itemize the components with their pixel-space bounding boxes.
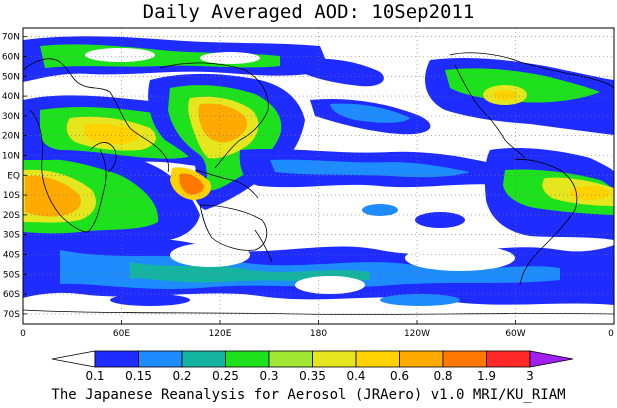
lat-label: 70S xyxy=(3,310,20,320)
lon-label: 0 xyxy=(20,329,26,339)
colorbar-label: 1.9 xyxy=(477,369,496,383)
colorbar-label: 0.25 xyxy=(212,369,239,383)
coastlines xyxy=(23,52,614,315)
lat-label: 30N xyxy=(2,112,20,122)
colorbar-label: 3 xyxy=(526,369,534,383)
lon-label: 60W xyxy=(505,329,525,339)
graticule xyxy=(23,28,614,324)
lat-label: 40N xyxy=(2,92,20,102)
colorbar-label: 0.6 xyxy=(390,369,409,383)
longitude-labels: 0 60E 120E 180 120W 60W 0 xyxy=(20,329,614,339)
colorbar-swatch xyxy=(51,350,96,368)
lon-label: 60E xyxy=(113,329,130,339)
colorbar-swatch xyxy=(486,350,531,368)
lat-label: 70N xyxy=(2,33,20,43)
lat-label: 50S xyxy=(3,270,20,280)
colorbar-label: 0.3 xyxy=(259,369,278,383)
lat-label: 40S xyxy=(3,251,20,261)
colorbar-swatch xyxy=(442,350,487,368)
lon-label: 180 xyxy=(310,329,327,339)
lat-label: 20S xyxy=(3,211,20,221)
colorbar-swatch xyxy=(94,350,139,368)
colorbar-label: 0.8 xyxy=(433,369,452,383)
colorbar-swatch xyxy=(355,350,400,368)
colorbar xyxy=(51,350,574,368)
lon-label: 120E xyxy=(209,329,232,339)
aod-field xyxy=(23,28,614,324)
colorbar-labels: 0.1 0.15 0.2 0.25 0.3 0.35 0.4 0.6 0.8 1.9 3 xyxy=(85,369,533,383)
colorbar-swatch xyxy=(225,350,270,368)
lat-label: 10S xyxy=(3,191,20,201)
lat-label: 10N xyxy=(2,152,20,162)
colorbar-swatch xyxy=(138,350,183,368)
colorbar-label: 0.15 xyxy=(125,369,152,383)
colorbar-swatch xyxy=(529,350,574,368)
lon-label: 120W xyxy=(404,329,430,339)
colorbar-label: 0.2 xyxy=(172,369,191,383)
colorbar-swatch xyxy=(312,350,357,368)
lat-label: 60N xyxy=(2,53,20,63)
lat-label: 20N xyxy=(2,132,20,142)
lat-label: 30S xyxy=(3,231,20,241)
map-title: Daily Averaged AOD: 10Sep2011 xyxy=(142,1,475,23)
lat-label: EQ xyxy=(7,171,20,181)
colorbar-swatch xyxy=(399,350,444,368)
lon-label: 0 xyxy=(608,329,614,339)
colorbar-swatch xyxy=(268,350,313,368)
lat-label: 60S xyxy=(3,290,20,300)
lat-label: 50N xyxy=(2,72,20,82)
colorbar-swatch xyxy=(181,350,226,368)
colorbar-label: 0.1 xyxy=(85,369,104,383)
colorbar-label: 0.35 xyxy=(299,369,326,383)
colorbar-label: 0.4 xyxy=(346,369,365,383)
credit-line: The Japanese Reanalysis for Aerosol (JRA… xyxy=(51,387,566,403)
latitude-labels: 70N 60N 50N 40N 30N 20N 10N EQ 10S 20S 3… xyxy=(2,33,20,320)
